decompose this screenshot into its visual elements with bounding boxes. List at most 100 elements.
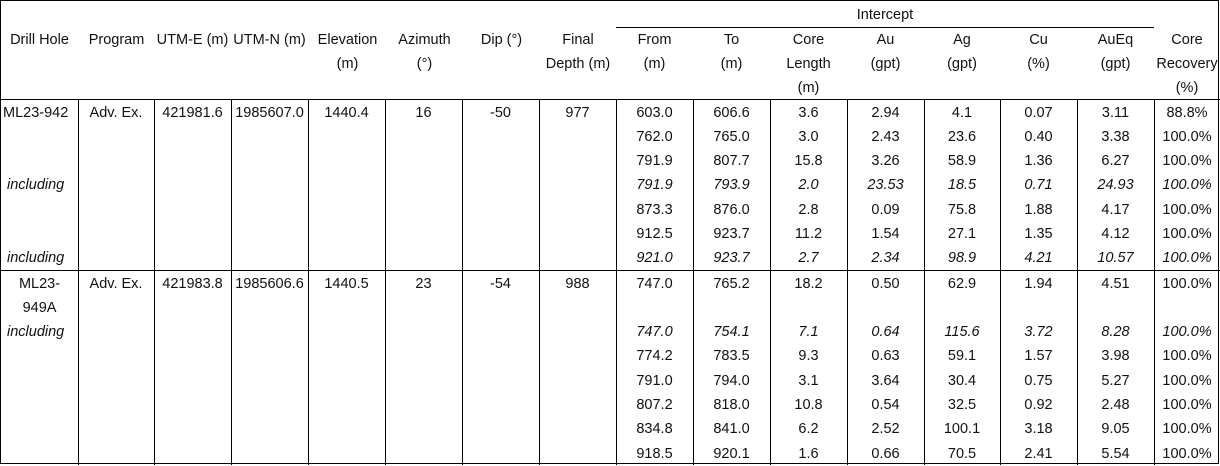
header-from-unit: (m) [643, 56, 666, 72]
col-divider [693, 99, 694, 465]
intercept-rec: 100.0% [1162, 445, 1212, 462]
intercept-to: 841.0 [713, 421, 750, 438]
intercept-ag: 100.1 [943, 421, 981, 438]
header-aueq: AuEq [1097, 32, 1134, 48]
hole-elevation: 1440.5 [324, 275, 369, 292]
header-aueq-unit: (gpt) [1100, 56, 1131, 72]
intercept-au: 0.66 [871, 445, 900, 462]
intercept-to: 765.2 [713, 275, 750, 292]
col-divider [539, 99, 540, 465]
intercept-to: 876.0 [713, 201, 750, 218]
intercept-cu: 1.94 [1024, 275, 1053, 292]
intercept-to: 923.7 [713, 250, 750, 267]
intercept-cu: 1.57 [1024, 348, 1053, 365]
intercept-cu: 0.40 [1024, 128, 1053, 145]
intercept-ag: 4.1 [951, 104, 973, 121]
intercept-au: 0.09 [871, 201, 900, 218]
hole-utm-n: 1985607.0 [235, 104, 304, 121]
col-divider [847, 99, 848, 465]
col-divider [154, 99, 155, 465]
intercept-length: 9.3 [798, 348, 819, 365]
intercept-aueq: 5.54 [1101, 445, 1130, 462]
header-au: Au [876, 32, 895, 48]
intercept-rec: 100.0% [1162, 250, 1212, 267]
intercept-from: 774.2 [636, 348, 673, 365]
intercept-aueq: 3.98 [1101, 348, 1130, 365]
intercept-rec: 100.0% [1162, 201, 1212, 218]
intercept-underline [616, 27, 1154, 28]
intercept-rec: 100.0% [1162, 372, 1212, 389]
intercept-rec: 100.0% [1162, 397, 1212, 413]
intercept-from: 762.0 [636, 128, 673, 145]
intercept-rec: 100.0% [1162, 421, 1212, 438]
intercept-length: 2.7 [798, 250, 819, 267]
intercept-rec: 88.8% [1166, 104, 1208, 121]
header-utm-e: UTM-E (m) [156, 32, 229, 48]
intercept-cu: 0.07 [1024, 104, 1053, 121]
intercept-from: 912.5 [636, 226, 673, 242]
intercept-from: 747.0 [636, 324, 673, 341]
intercept-from: 921.0 [636, 250, 673, 267]
intercept-aueq: 4.51 [1101, 275, 1130, 292]
including-label: including [7, 250, 65, 267]
intercept-au: 2.94 [871, 104, 900, 121]
col-divider [1000, 99, 1001, 465]
header-to: To [723, 32, 740, 48]
header-dip: Dip (°) [480, 32, 523, 48]
intercept-ag: 75.8 [947, 201, 977, 218]
col-divider [308, 99, 309, 465]
intercept-length: 2.8 [798, 201, 819, 218]
header-azimuth: Azimuth [398, 32, 451, 48]
intercept-from: 791.0 [636, 372, 673, 389]
header-core-recovery: Core [1171, 32, 1203, 48]
intercept-aueq: 24.93 [1097, 177, 1134, 194]
intercept-cu: 0.71 [1024, 177, 1053, 194]
hole-utm-e: 421981.6 [162, 104, 223, 121]
col-divider [231, 99, 232, 465]
intercept-au: 2.43 [871, 128, 900, 145]
intercept-ag: 32.5 [947, 397, 977, 413]
intercept-au: 2.52 [871, 421, 900, 438]
intercept-length: 3.0 [798, 128, 819, 145]
header-cu-unit: (%) [1027, 56, 1050, 72]
header-intercept: Intercept [856, 7, 914, 23]
intercept-ag: 18.5 [947, 177, 977, 194]
header-final-depth-unit: Depth (m) [545, 56, 611, 72]
intercept-au: 3.64 [871, 372, 900, 389]
drill-hole-id: ML23- [18, 275, 61, 292]
intercept-rec: 100.0% [1162, 226, 1212, 242]
header-core-length: Core [792, 32, 825, 48]
intercept-cu: 1.88 [1024, 201, 1053, 218]
intercept-from: 747.0 [636, 275, 673, 292]
intercept-from: 603.0 [636, 104, 673, 121]
intercept-cu: 3.18 [1024, 421, 1053, 438]
intercept-ag: 62.9 [947, 275, 977, 292]
col-divider [462, 99, 463, 465]
header-drill-hole: Drill Hole [10, 32, 69, 48]
intercept-cu: 1.35 [1024, 226, 1053, 242]
intercept-aueq: 10.57 [1097, 250, 1134, 267]
header-core-length-unit: (m) [797, 80, 820, 96]
intercept-aueq: 9.05 [1101, 421, 1130, 438]
intercept-aueq: 3.38 [1101, 128, 1130, 145]
intercept-au: 0.64 [871, 324, 900, 341]
drill-hole-id: 949A [22, 299, 57, 316]
header-program: Program [88, 32, 145, 48]
hole-program: Adv. Ex. [89, 104, 143, 121]
hole-program: Adv. Ex. [89, 275, 143, 292]
intercept-cu: 0.92 [1024, 397, 1053, 413]
hole-final-depth: 988 [565, 275, 590, 292]
col-divider [616, 99, 617, 465]
intercept-length: 6.2 [798, 421, 819, 438]
intercept-length: 1.6 [798, 445, 819, 462]
header-core-recovery-unit: (%) [1175, 80, 1199, 96]
intercept-to: 765.0 [713, 128, 750, 145]
intercept-au: 0.63 [871, 348, 900, 365]
hole-divider-rule [1, 270, 1220, 271]
intercept-from: 873.3 [636, 201, 673, 218]
header-final-depth: Final [562, 32, 594, 48]
intercept-to: 923.7 [713, 226, 750, 242]
intercept-from: 791.9 [636, 177, 673, 194]
intercept-cu: 4.21 [1024, 250, 1053, 267]
intercept-ag: 27.1 [947, 226, 977, 242]
